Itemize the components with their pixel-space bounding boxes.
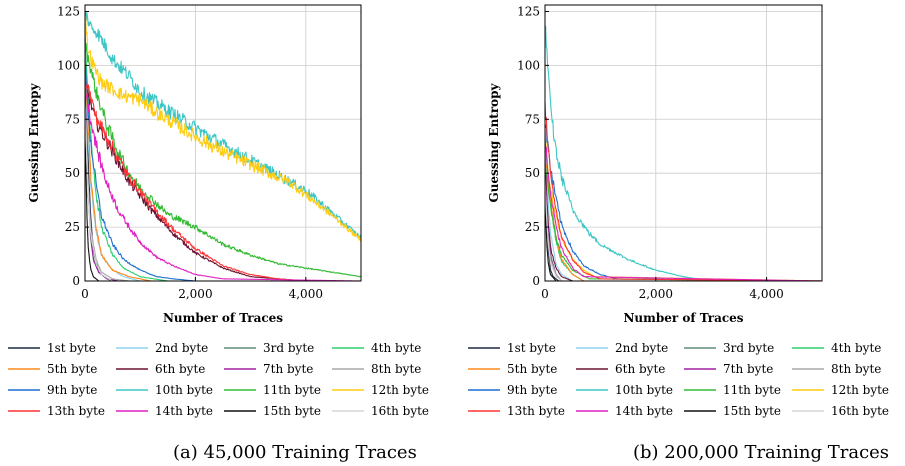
series-line-8th-byte: [84, 100, 361, 282]
x-axis-label: Number of Traces: [623, 311, 743, 325]
x-tick-label: 0: [541, 287, 549, 301]
series-line-10th-byte: [84, 10, 362, 240]
y-tick-label: 25: [65, 220, 80, 234]
series-line-1st-byte: [544, 151, 822, 282]
legend-entry: 1st byte: [507, 341, 556, 355]
legend-entry: 12th byte: [831, 383, 889, 397]
x-tick-label: 0: [81, 287, 89, 301]
legend-entry: 5th byte: [507, 362, 557, 376]
legend-entry: 8th byte: [831, 362, 881, 376]
series-line-16th-byte: [84, 106, 361, 282]
legend-entry: 12th byte: [371, 383, 429, 397]
legend-entry: 15th byte: [723, 404, 781, 418]
series-line-9th-byte: [544, 124, 823, 282]
y-axis-label: Guessing Entropy: [27, 82, 41, 202]
legend-entry: 10th byte: [155, 383, 213, 397]
legend-entry: 7th byte: [723, 362, 773, 376]
series-line-7th-byte: [544, 171, 822, 282]
y-tick-label: 75: [65, 112, 80, 126]
chart-panel-1: 0 2,000 4,000 0 25 50 75 100 125 Number of Traces…: [468, 4, 889, 463]
plot-frame: [84, 4, 362, 282]
series-group: [84, 10, 362, 282]
legend-entry: 15th byte: [263, 404, 321, 418]
series-line-3rd-byte: [544, 162, 822, 282]
series-line-14th-byte: [544, 139, 823, 282]
legend-entry: 1st byte: [47, 341, 96, 355]
legend-entry: 7th byte: [263, 362, 313, 376]
series-line-12th-byte: [544, 140, 823, 282]
y-tick-label: 100: [57, 58, 80, 72]
legend-entry: 14th byte: [615, 404, 673, 418]
series-line-14th-byte: [84, 92, 362, 282]
legend-entry: 6th byte: [615, 362, 665, 376]
legend-entry: 8th byte: [371, 362, 421, 376]
legend-entry: 11th byte: [723, 383, 781, 397]
series-line-4th-byte: [544, 138, 822, 282]
x-tick-label: 4,000: [289, 287, 323, 301]
y-tick-label: 100: [517, 58, 540, 72]
legend-entry: 11th byte: [263, 383, 321, 397]
legend-entry: 9th byte: [507, 383, 557, 397]
legend-entry: 4th byte: [831, 341, 881, 355]
y-tick-label: 50: [525, 166, 540, 180]
series-line-5th-byte: [544, 156, 822, 282]
chart-panel-0: 0 2,000 4,000 0 25 50 75 100 125 Number of Traces…: [8, 4, 429, 463]
subfigure-caption: (b) 200,000 Training Traces: [633, 442, 889, 463]
y-tick-label: 50: [65, 166, 80, 180]
y-tick-label: 25: [525, 220, 540, 234]
x-tick-label: 4,000: [749, 287, 783, 301]
legend-entry: 13th byte: [47, 404, 105, 418]
series-line-11th-byte: [544, 162, 823, 282]
legend-entry: 16th byte: [831, 404, 889, 418]
x-axis-label: Number of Traces: [163, 311, 283, 325]
legend-entry: 14th byte: [155, 404, 213, 418]
legend-entry: 3rd byte: [723, 341, 774, 355]
y-tick-label: 125: [57, 4, 80, 18]
y-tick-label: 0: [532, 274, 540, 288]
y-tick-label: 75: [525, 112, 540, 126]
plot-frame: [544, 4, 823, 282]
y-tick-label: 125: [517, 4, 540, 18]
subfigure-caption: (a) 45,000 Training Traces: [173, 442, 417, 463]
legend-entry: 9th byte: [47, 383, 97, 397]
legend-entry: 2nd byte: [155, 341, 208, 355]
series-line-13th-byte: [544, 101, 823, 282]
series-line-6th-byte: [544, 164, 822, 282]
series-line-6th-byte: [84, 75, 361, 282]
x-tick-label: 2,000: [178, 287, 212, 301]
legend-entry: 10th byte: [615, 383, 673, 397]
series-line-8th-byte: [544, 182, 822, 282]
series-group: [544, 25, 823, 282]
series-line-12th-byte: [84, 16, 362, 243]
legend: 1st byte 2nd byte 3rd byte 4th byte 5th byte…: [8, 341, 429, 418]
x-tick-label: 2,000: [639, 287, 673, 301]
legend-entry: 4th byte: [371, 341, 421, 355]
legend-entry: 3rd byte: [263, 341, 314, 355]
y-tick-label: 0: [72, 274, 80, 288]
y-axis-label: Guessing Entropy: [487, 82, 501, 202]
series-line-11th-byte: [84, 38, 362, 278]
legend: 1st byte 2nd byte 3rd byte 4th byte 5th byte…: [468, 341, 889, 418]
series-line-7th-byte: [84, 86, 361, 282]
legend-entry: 2nd byte: [615, 341, 668, 355]
series-line-10th-byte: [544, 25, 822, 282]
legend-entry: 13th byte: [507, 404, 565, 418]
legend-entry: 16th byte: [371, 404, 429, 418]
legend-entry: 6th byte: [155, 362, 205, 376]
legend-entry: 5th byte: [47, 362, 97, 376]
series-line-2nd-byte: [544, 128, 822, 282]
